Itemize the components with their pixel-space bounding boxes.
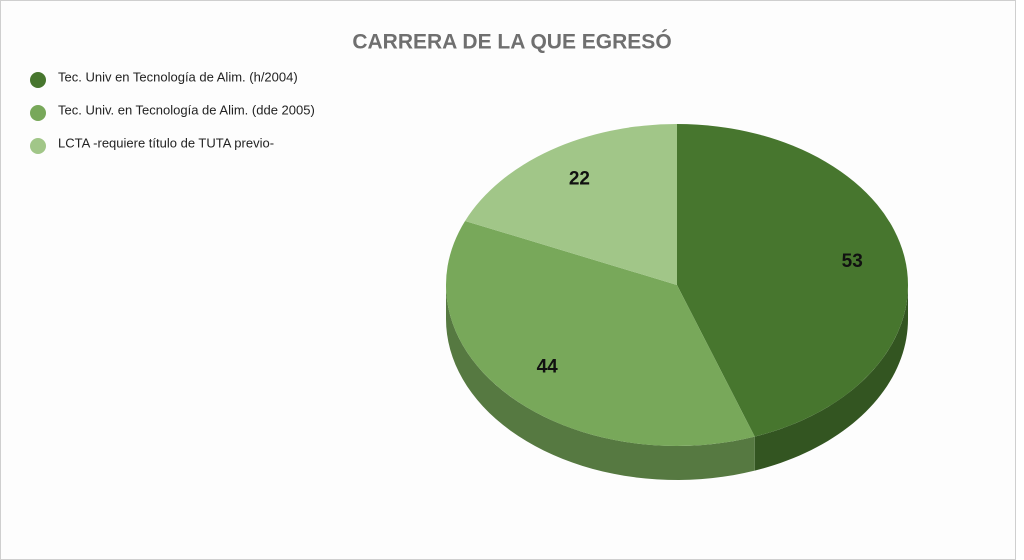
legend-swatch: [30, 138, 46, 154]
data-label: 44: [537, 357, 559, 378]
pie-slice: [677, 124, 908, 437]
pie-slice: [446, 220, 755, 446]
legend-label: LCTA -requiere título de TUTA previo-: [58, 135, 274, 150]
legend-swatch: [30, 105, 46, 121]
slice-side: [446, 285, 755, 480]
legend-label: Tec. Univ. en Tecnología de Alim. (dde 2…: [58, 102, 315, 117]
legend-swatch: [30, 72, 46, 88]
data-label: 53: [842, 251, 863, 272]
data-label: 22: [569, 168, 590, 189]
legend-label: Tec. Univ en Tecnología de Alim. (h/2004…: [58, 69, 298, 84]
pie-slice: [465, 124, 677, 285]
chart-title: CARRERA DE LA QUE EGRESÓ: [352, 30, 671, 54]
